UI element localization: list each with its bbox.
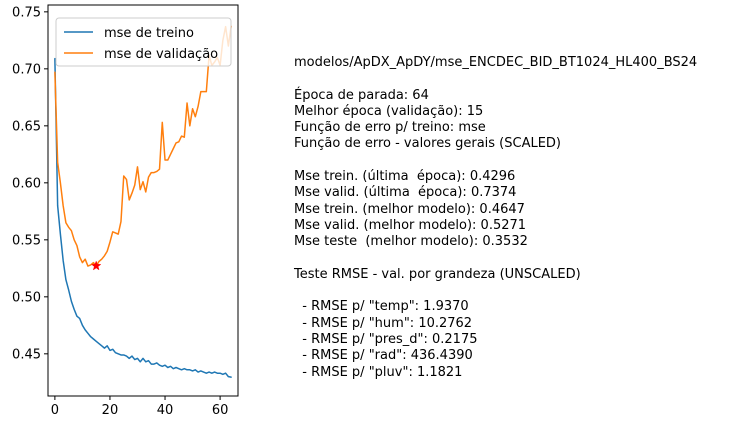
rmse-title: Teste RMSE - val. por grandeza (UNSCALED…	[294, 266, 581, 282]
y-tick-label: 0.50	[12, 290, 41, 305]
mse-train-best: Mse trein. (melhor modelo): 0.4647	[294, 201, 525, 217]
axes-frame	[47, 4, 239, 397]
x-tick-label: 40	[157, 403, 174, 418]
mse-valid-last: Mse valid. (última época): 0.7374	[294, 185, 517, 201]
mse-test-best: Mse teste (melhor modelo): 0.3532	[294, 234, 528, 250]
legend-label-train: mse de treino	[104, 26, 194, 41]
rmse-pluv: - RMSE p/ "pluv": 1.1821	[294, 364, 463, 380]
y-tick-label: 0.45	[12, 347, 41, 362]
series-lines	[54, 25, 232, 378]
model-path: modelos/ApDX_ApDY/mse_ENCDEC_BID_BT1024_…	[294, 55, 698, 70]
train-mse-line	[54, 57, 232, 378]
rmse-temp: - RMSE p/ "temp": 1.9370	[294, 299, 469, 315]
mse-valid-best: Mse valid. (melhor modelo): 0.5271	[294, 217, 527, 233]
rmse-pres-d: - RMSE p/ "pres_d": 0.2175	[294, 332, 478, 348]
train-loss-function: Função de erro p/ treino: mse	[294, 120, 486, 136]
validation-mse-line	[54, 25, 232, 267]
y-tick-label: 0.60	[12, 176, 41, 191]
best-epoch-star-icon	[90, 260, 102, 271]
x-tick-label: 60	[212, 403, 229, 418]
y-tick-label: 0.75	[12, 5, 41, 20]
legend-box	[55, 17, 232, 67]
best-epoch: Melhor época (validação): 15	[294, 103, 484, 119]
legend-label-validation: mse de validação	[104, 47, 218, 62]
rmse-hum: - RMSE p/ "hum": 10.2762	[294, 315, 473, 331]
best-epoch-marker-group	[90, 260, 102, 271]
x-tick-label: 0	[51, 403, 59, 418]
general-loss-function: Função de erro - valores gerais (SCALED)	[294, 136, 562, 152]
training-history-chart: 0 20 40 60 0.45 0.50 0.55 0.60 0.65 0.70 0.75 mse…	[12, 4, 239, 418]
legend: mse de treino mse de validação	[55, 17, 232, 67]
y-tick-label: 0.55	[12, 233, 41, 248]
summary-text-block: modelos/ApDX_ApDY/mse_ENCDEC_BID_BT1024_…	[294, 55, 697, 381]
x-tick-label: 20	[102, 403, 119, 418]
y-tick-label: 0.65	[12, 119, 41, 134]
mse-train-last: Mse trein. (última época): 0.4296	[294, 169, 516, 185]
y-tick-label: 0.70	[12, 62, 41, 77]
y-axis-ticks: 0.45 0.50 0.55 0.60 0.65 0.70 0.75	[12, 5, 48, 362]
stop-epoch: Época de parada: 64	[294, 87, 429, 103]
rmse-rad: - RMSE p/ "rad": 436.4390	[294, 348, 473, 364]
x-axis-ticks: 0 20 40 60	[51, 396, 229, 418]
